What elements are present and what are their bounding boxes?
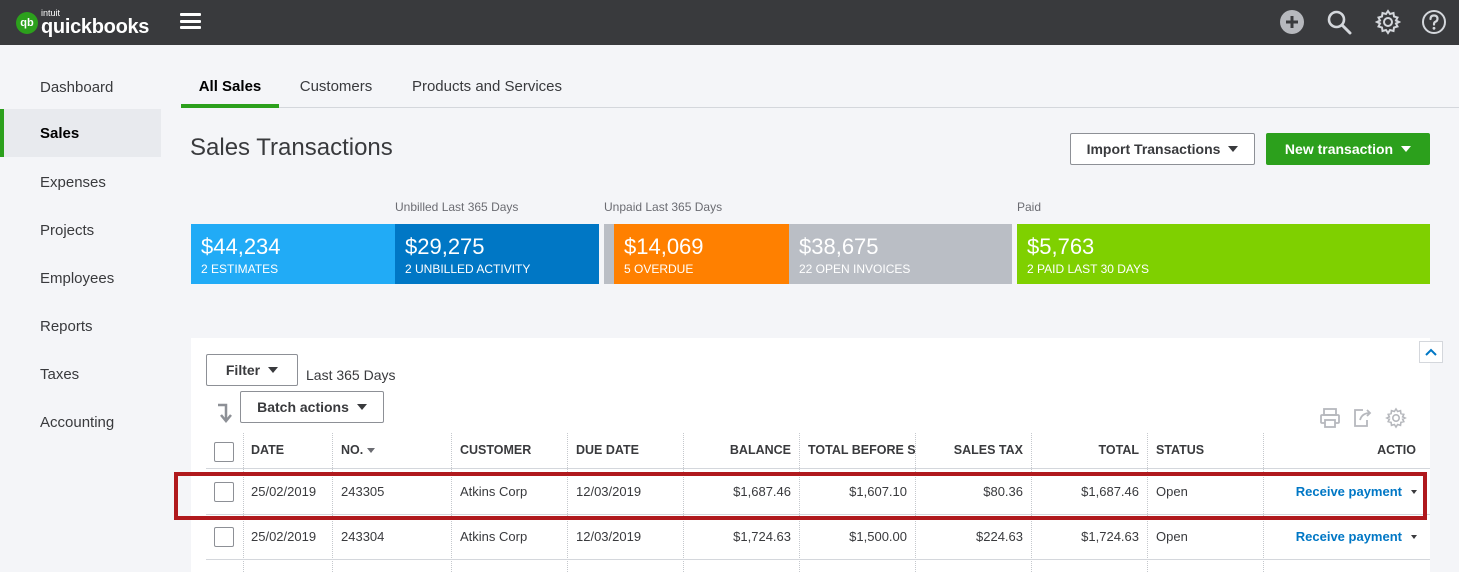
row-total: $1,687.46 [1081,484,1139,499]
money-bar-estimates[interactable]: $44,234 2 ESTIMATES [191,224,395,284]
sidebar-item-expenses[interactable]: Expenses [40,173,106,191]
sidebar-item-sales[interactable]: Sales [0,109,161,157]
caret-down-icon [1401,146,1412,152]
caret-down-icon [356,404,367,410]
row-number: 243305 [341,484,385,499]
new-transaction-button[interactable]: New transaction [1266,133,1430,165]
batch-actions-button[interactable]: Batch actions [240,391,384,423]
plus-icon[interactable] [1279,9,1305,35]
money-bar-overdue[interactable]: $14,069 5 OVERDUE [614,224,789,284]
column-header-due-date[interactable]: DUE DATE [576,443,639,457]
overdue-amount: $14,069 [624,234,704,259]
hamburger-menu-icon[interactable] [180,13,201,29]
row-number: 243304 [341,529,385,544]
row-total: $1,724.63 [1081,529,1139,544]
logo-name: quickbooks [41,16,150,38]
money-bar-unpaid-label: Unpaid Last 365 Days [604,200,723,214]
unbilled-amount: $29,275 [405,234,485,259]
receive-payment-link[interactable]: Receive payment [1295,484,1402,499]
sidebar-item-dashboard[interactable]: Dashboard [40,78,114,96]
tab-customers[interactable]: Customers [299,77,373,95]
export-icon[interactable] [1351,407,1373,429]
row-total-before-tax: $1,500.00 [849,529,907,544]
import-transactions-button[interactable]: Import Transactions [1070,133,1255,165]
money-bar-unbilled-activity[interactable]: $29,275 2 UNBILLED ACTIVITY [395,224,599,284]
paid-amount: $5,763 [1027,234,1095,259]
help-icon[interactable] [1421,9,1447,35]
row-sales-tax: $224.63 [976,529,1023,544]
batch-actions-label: Batch actions [257,399,349,415]
paid-count: 2 PAID LAST 30 DAYS [1027,262,1150,276]
top-bar: qb intuit quickbooks [0,0,1459,45]
tab-products-and-services[interactable]: Products and Services [411,77,563,95]
caret-down-icon [268,367,279,373]
tab-all-sales[interactable]: All Sales [181,64,279,108]
logo-brand: intuit [41,8,61,18]
search-icon[interactable] [1326,9,1352,35]
collapse-money-bar-button[interactable] [1419,341,1443,363]
sidebar-item-employees[interactable]: Employees [40,269,115,287]
row-customer: Atkins Corp [460,484,528,499]
column-header-sales-tax[interactable]: SALES TAX [953,443,1023,457]
row-date: 25/02/2019 [251,529,317,544]
column-header-total[interactable]: TOTAL [1098,443,1139,457]
row-sales-tax: $80.36 [983,484,1023,499]
sidebar-item-taxes[interactable]: Taxes [40,365,80,383]
column-header-no[interactable]: NO. [341,443,431,457]
filter-label: Filter [225,362,261,378]
table-settings-gear-icon[interactable] [1385,407,1407,429]
money-bar-unbilled-label: Unbilled Last 365 Days [395,200,519,214]
qb-logo-icon: qb [16,12,38,34]
unbilled-count: 2 UNBILLED ACTIVITY [405,262,531,276]
select-all-checkbox[interactable] [214,442,234,462]
open-invoices-count: 22 OPEN INVOICES [799,262,911,276]
overdue-count: 5 OVERDUE [624,262,694,276]
money-bar-open-invoices[interactable]: $38,675 22 OPEN INVOICES [789,224,1012,284]
column-header-total-before-sales-tax[interactable]: TOTAL BEFORE SA [808,443,915,457]
new-transaction-label: New transaction [1284,141,1394,157]
row-action-caret-icon[interactable] [1411,490,1417,494]
gear-icon[interactable] [1375,9,1401,35]
column-header-balance[interactable]: BALANCE [729,443,791,457]
sidebar-item-reports[interactable]: Reports [40,317,93,335]
money-bar-paid[interactable]: $5,763 2 PAID LAST 30 DAYS [1017,224,1430,284]
row-balance: $1,724.63 [733,529,791,544]
row-due-date: 12/03/2019 [576,529,642,544]
receive-payment-link[interactable]: Receive payment [1295,529,1402,544]
chevron-up-icon [1425,348,1437,356]
transactions-card [191,338,1430,572]
row-checkbox[interactable] [214,527,234,547]
row-checkbox[interactable] [214,482,234,502]
row-due-date: 12/03/2019 [576,484,642,499]
row-status: Open [1156,529,1188,544]
page-title: Sales Transactions [190,134,393,161]
sort-descending-icon [366,448,375,454]
row-total-before-tax: $1,607.10 [849,484,907,499]
caret-down-icon [1228,146,1239,152]
row-status: Open [1156,484,1188,499]
quickbooks-logo[interactable]: qb intuit quickbooks [16,9,149,37]
row-action-caret-icon[interactable] [1411,535,1417,539]
money-bar-divider [604,224,614,284]
filter-button[interactable]: Filter [206,354,298,386]
sidebar-item-accounting[interactable]: Accounting [40,413,115,431]
sales-tabs: All Sales Customers Products and Service… [181,64,1459,108]
estimates-amount: $44,234 [201,234,281,259]
column-header-date[interactable]: DATE [251,443,285,457]
sidebar-item-projects[interactable]: Projects [40,221,95,239]
import-transactions-label: Import Transactions [1086,141,1221,157]
row-balance: $1,687.46 [733,484,791,499]
row-date: 25/02/2019 [251,484,317,499]
open-invoices-amount: $38,675 [799,234,879,259]
sidebar: Dashboard Sales Expenses Projects Employ… [0,45,161,572]
column-header-action: ACTIO [1377,443,1416,457]
row-customer: Atkins Corp [460,529,528,544]
money-bar-paid-label: Paid [1017,200,1042,214]
column-header-status[interactable]: STATUS [1156,443,1205,457]
batch-select-arrow-icon [218,403,232,423]
filter-range-text: Last 365 Days [306,367,396,383]
estimates-count: 2 ESTIMATES [201,262,279,276]
print-icon[interactable] [1319,407,1341,429]
column-header-customer[interactable]: CUSTOMER [460,443,532,457]
